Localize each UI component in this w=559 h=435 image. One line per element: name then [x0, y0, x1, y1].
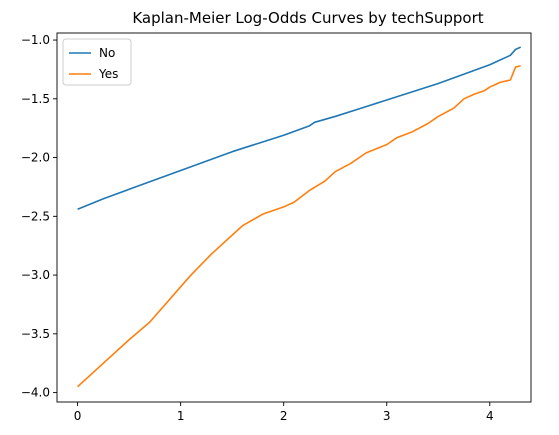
y-tick-label: −4.0 — [21, 386, 50, 400]
y-tick-label: −2.0 — [21, 151, 50, 165]
y-tick-label: −1.5 — [21, 92, 50, 106]
series-line-no — [77, 46, 522, 211]
legend-box — [62, 38, 132, 86]
y-axis: −4.0 −3.5 −3.0 −2.5 −2.0 −1.5 −1.0 — [21, 33, 57, 400]
plot-area — [56, 32, 532, 403]
x-tick-label: 0 — [74, 409, 82, 423]
chart-title: Kaplan-Meier Log-Odds Curves by techSupp… — [132, 9, 483, 27]
series-lines — [77, 46, 522, 388]
x-axis: 0 1 2 3 4 — [74, 402, 494, 423]
y-tick-label: −3.5 — [21, 327, 50, 341]
x-tick-label: 3 — [383, 409, 391, 423]
series-line-yes — [77, 65, 521, 388]
y-tick-label: −1.0 — [21, 33, 50, 47]
axes-frame — [56, 32, 532, 403]
legend: No Yes — [62, 38, 132, 86]
legend-label-no: No — [99, 46, 115, 60]
legend-label-yes: Yes — [98, 67, 118, 81]
x-tick-label: 1 — [177, 409, 185, 423]
y-tick-label: −2.5 — [21, 209, 50, 223]
x-tick-label: 2 — [280, 409, 288, 423]
x-tick-label: 4 — [486, 409, 494, 423]
y-tick-label: −3.0 — [21, 268, 50, 282]
